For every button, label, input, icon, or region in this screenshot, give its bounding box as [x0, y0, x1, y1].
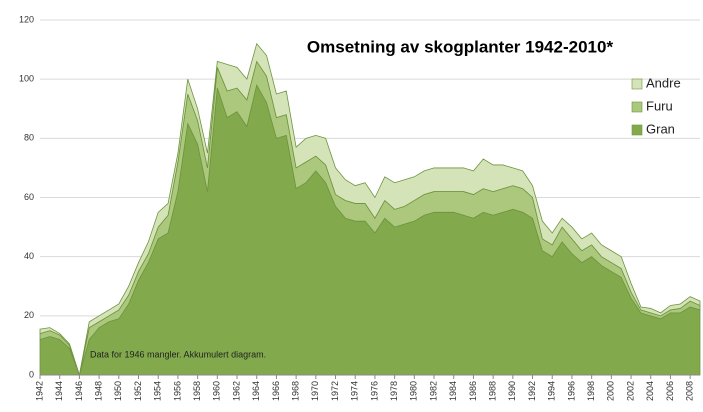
- x-tick-label: 1986: [468, 381, 478, 401]
- x-tick-label: 1960: [212, 381, 222, 401]
- x-tick-label: 1948: [93, 381, 103, 401]
- x-tick-label: 1982: [428, 381, 438, 401]
- x-tick-label: 1952: [133, 381, 143, 401]
- x-tick-label: 1990: [507, 381, 517, 401]
- x-tick-label: 1984: [448, 381, 458, 401]
- x-tick-label: 2002: [625, 381, 635, 401]
- x-tick-label: 1996: [566, 381, 576, 401]
- x-tick-label: 1998: [586, 381, 596, 401]
- x-tick-label: 1966: [271, 381, 281, 401]
- y-tick-label: 60: [24, 192, 34, 202]
- x-tick-label: 1976: [369, 381, 379, 401]
- y-tick-label: 0: [29, 369, 34, 379]
- x-tick-label: 1954: [153, 381, 163, 401]
- x-tick-label: 1972: [330, 381, 340, 401]
- x-tick-label: 1942: [34, 381, 44, 401]
- x-tick-label: 2000: [606, 381, 616, 401]
- x-tick-label: 1964: [251, 381, 261, 401]
- x-tick-label: 1994: [547, 381, 557, 401]
- x-tick-label: 1980: [409, 381, 419, 401]
- x-tick-label: 2006: [665, 381, 675, 401]
- x-tick-label: 1956: [172, 381, 182, 401]
- legend-swatch: [631, 78, 643, 90]
- x-tick-label: 1974: [350, 381, 360, 401]
- x-tick-label: 1944: [54, 381, 64, 401]
- area: [39, 42, 701, 377]
- annotation: Data for 1946 mangler. Akkumulert diagra…: [90, 349, 266, 359]
- x-tick-label: 1962: [231, 381, 241, 401]
- y-tick-label: 40: [24, 251, 34, 261]
- legend-label: Furu: [646, 98, 673, 113]
- x-tick-label: 1978: [389, 381, 399, 401]
- x-tick-label: 1946: [74, 381, 84, 401]
- x-tick-label: 1968: [290, 381, 300, 401]
- x-tick-label: 2004: [645, 381, 655, 401]
- legend-label: Andre: [646, 75, 681, 90]
- x-tick-label: 1970: [310, 381, 320, 401]
- y-tick-label: 120: [19, 14, 34, 24]
- x-tick-label: 1992: [527, 381, 537, 401]
- y-tick-label: 80: [24, 133, 34, 143]
- legend-swatch: [631, 124, 643, 136]
- x-tick-label: 1958: [192, 381, 202, 401]
- legend-swatch: [631, 101, 643, 113]
- legend-label: Gran: [646, 121, 675, 136]
- chart-title: Omsetning av skogplanter 1942-2010*: [307, 37, 614, 56]
- x-tick-label: 1988: [488, 381, 498, 401]
- y-tick-label: 100: [19, 74, 34, 84]
- x-tick-label: 1950: [113, 381, 123, 401]
- y-tick-label: 20: [24, 310, 34, 320]
- x-tick-label: 2008: [685, 381, 695, 401]
